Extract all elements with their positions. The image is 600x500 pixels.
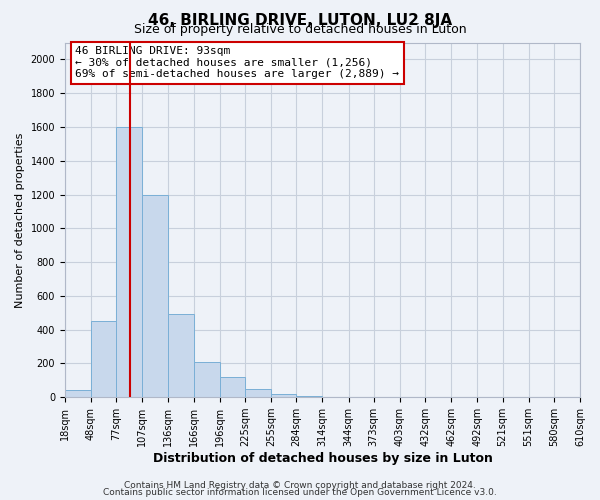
Bar <box>91 321 116 397</box>
Y-axis label: Number of detached properties: Number of detached properties <box>15 132 25 308</box>
Text: 46 BIRLING DRIVE: 93sqm
← 30% of detached houses are smaller (1,256)
69% of semi: 46 BIRLING DRIVE: 93sqm ← 30% of detache… <box>75 46 399 79</box>
X-axis label: Distribution of detached houses by size in Luton: Distribution of detached houses by size … <box>152 452 493 465</box>
Bar <box>220 377 245 397</box>
Bar <box>296 396 322 397</box>
Text: Contains HM Land Registry data © Crown copyright and database right 2024.: Contains HM Land Registry data © Crown c… <box>124 480 476 490</box>
Bar <box>167 314 194 397</box>
Bar <box>142 194 167 397</box>
Bar <box>116 127 142 397</box>
Bar <box>271 394 296 397</box>
Bar <box>65 390 91 397</box>
Text: 46, BIRLING DRIVE, LUTON, LU2 8JA: 46, BIRLING DRIVE, LUTON, LU2 8JA <box>148 12 452 28</box>
Bar <box>194 362 220 397</box>
Text: Size of property relative to detached houses in Luton: Size of property relative to detached ho… <box>134 22 466 36</box>
Bar <box>245 389 271 397</box>
Text: Contains public sector information licensed under the Open Government Licence v3: Contains public sector information licen… <box>103 488 497 497</box>
